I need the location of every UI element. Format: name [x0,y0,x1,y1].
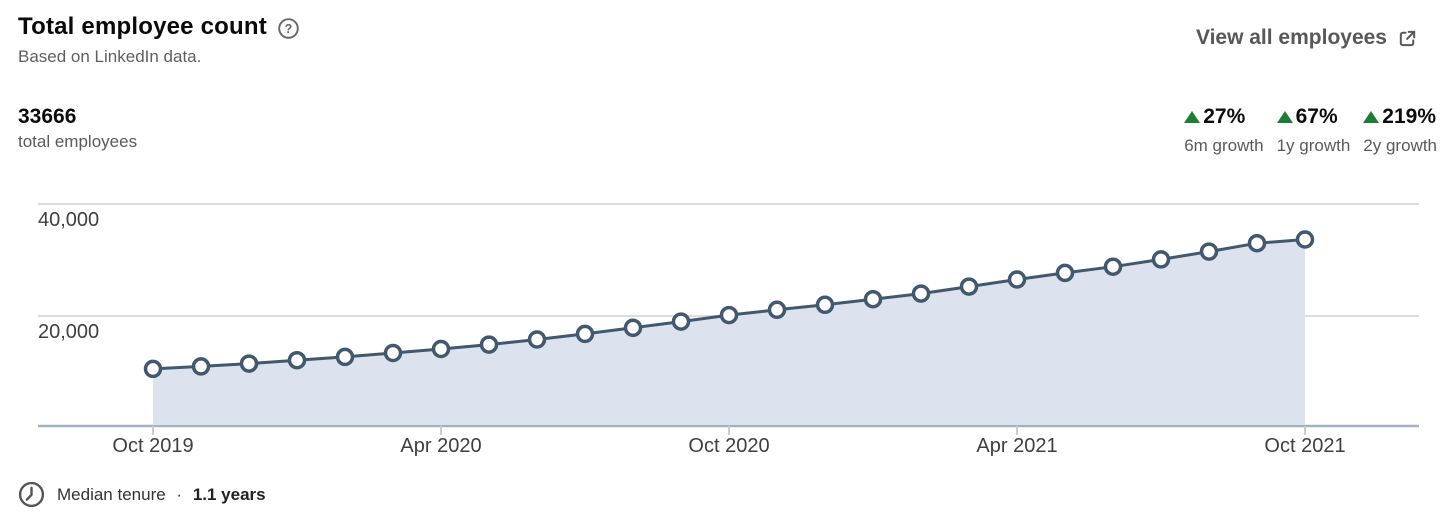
growth-stat-1y: 67% 1y growth [1276,105,1351,156]
svg-text:Apr 2020: Apr 2020 [400,435,481,457]
data-point-marker[interactable] [431,339,451,359]
growth-up-arrow-icon [1363,111,1380,123]
external-link-icon [1397,28,1418,49]
data-point-marker[interactable] [815,295,835,315]
growth-value: 219% [1382,105,1437,128]
separator-dot: · [176,484,183,504]
growth-up-arrow-icon [1276,111,1293,123]
employee-count-chart[interactable]: 40,000 20,000 Oct 2019 Apr 2020 Oct 2020 Apr … [0,194,1456,466]
data-point-marker[interactable] [959,277,979,296]
data-point-markers [143,230,1315,379]
total-employees-label: total employees [18,132,138,151]
growth-period-label: 1y growth [1276,136,1351,155]
data-point-marker[interactable] [1247,233,1267,253]
svg-text:20,000: 20,000 [38,321,99,343]
data-point-marker[interactable] [911,284,931,303]
subtitle: Based on LinkedIn data. [18,47,202,66]
data-point-marker[interactable] [143,359,163,379]
growth-period-label: 6m growth [1184,136,1264,155]
view-all-label: View all employees [1195,26,1387,49]
data-point-marker[interactable] [575,324,595,344]
data-point-marker[interactable] [527,330,547,349]
median-tenure-text: Median tenure · 1.1 years [57,485,266,505]
total-employees-value: 33666 [18,105,77,128]
data-point-marker[interactable] [287,350,307,370]
svg-text:Oct 2019: Oct 2019 [112,435,193,457]
svg-text:?: ? [285,22,293,36]
data-point-marker[interactable] [383,343,403,363]
median-tenure-row: Median tenure · 1.1 years [0,481,1456,508]
total-employees-stat: 33666 total employees [18,105,137,152]
growth-value: 67% [1295,105,1338,128]
data-point-marker[interactable] [1055,263,1075,283]
data-point-marker[interactable] [863,289,883,309]
growth-stats: 27% 6m growth 67% 1y growth 219% 2y grow… [1184,105,1437,156]
page-title: Total employee count [18,13,267,40]
svg-text:Oct 2021: Oct 2021 [1264,435,1345,457]
svg-text:Apr 2021: Apr 2021 [976,435,1057,457]
view-all-employees-link[interactable]: View all employees [1196,26,1418,50]
data-point-marker[interactable] [191,357,211,376]
data-point-marker[interactable] [1103,257,1123,276]
data-point-marker[interactable] [479,335,499,354]
growth-period-label: 2y growth [1363,136,1437,155]
growth-stat-2y: 219% 2y growth [1363,105,1437,156]
median-tenure-value: 1.1 years [192,484,266,504]
growth-stat-6m: 27% 6m growth [1184,105,1264,156]
data-point-marker[interactable] [1295,230,1315,249]
area-fill [153,239,1305,425]
clock-icon [18,481,45,508]
x-axis-labels: Oct 2019 Apr 2020 Oct 2020 Apr 2021 Oct 2021 [112,426,1346,457]
help-icon[interactable]: ? [278,17,299,39]
data-point-marker[interactable] [239,354,259,373]
growth-value: 27% [1203,105,1246,128]
separator [184,485,193,504]
svg-text:40,000: 40,000 [38,209,99,231]
svg-text:Oct 2020: Oct 2020 [688,435,769,457]
data-point-marker[interactable] [1007,270,1027,289]
data-point-marker[interactable] [767,300,787,320]
chart-area: 40,000 20,000 Oct 2019 Apr 2020 Oct 2020 Apr … [0,194,1456,466]
data-point-marker[interactable] [719,305,739,325]
data-point-marker[interactable] [671,312,691,331]
data-point-marker[interactable] [335,347,355,367]
data-point-marker[interactable] [623,318,643,338]
stats-row: 33666 total employees 27% 6m growth 67% … [0,105,1456,156]
header-left: Total employee count ? Based on LinkedIn… [18,13,299,67]
data-point-marker[interactable] [1199,242,1219,261]
card-header: Total employee count ? Based on LinkedIn… [0,0,1456,67]
growth-up-arrow-icon [1184,111,1201,123]
median-tenure-label: Median tenure [57,484,166,504]
data-point-marker[interactable] [1151,250,1171,269]
